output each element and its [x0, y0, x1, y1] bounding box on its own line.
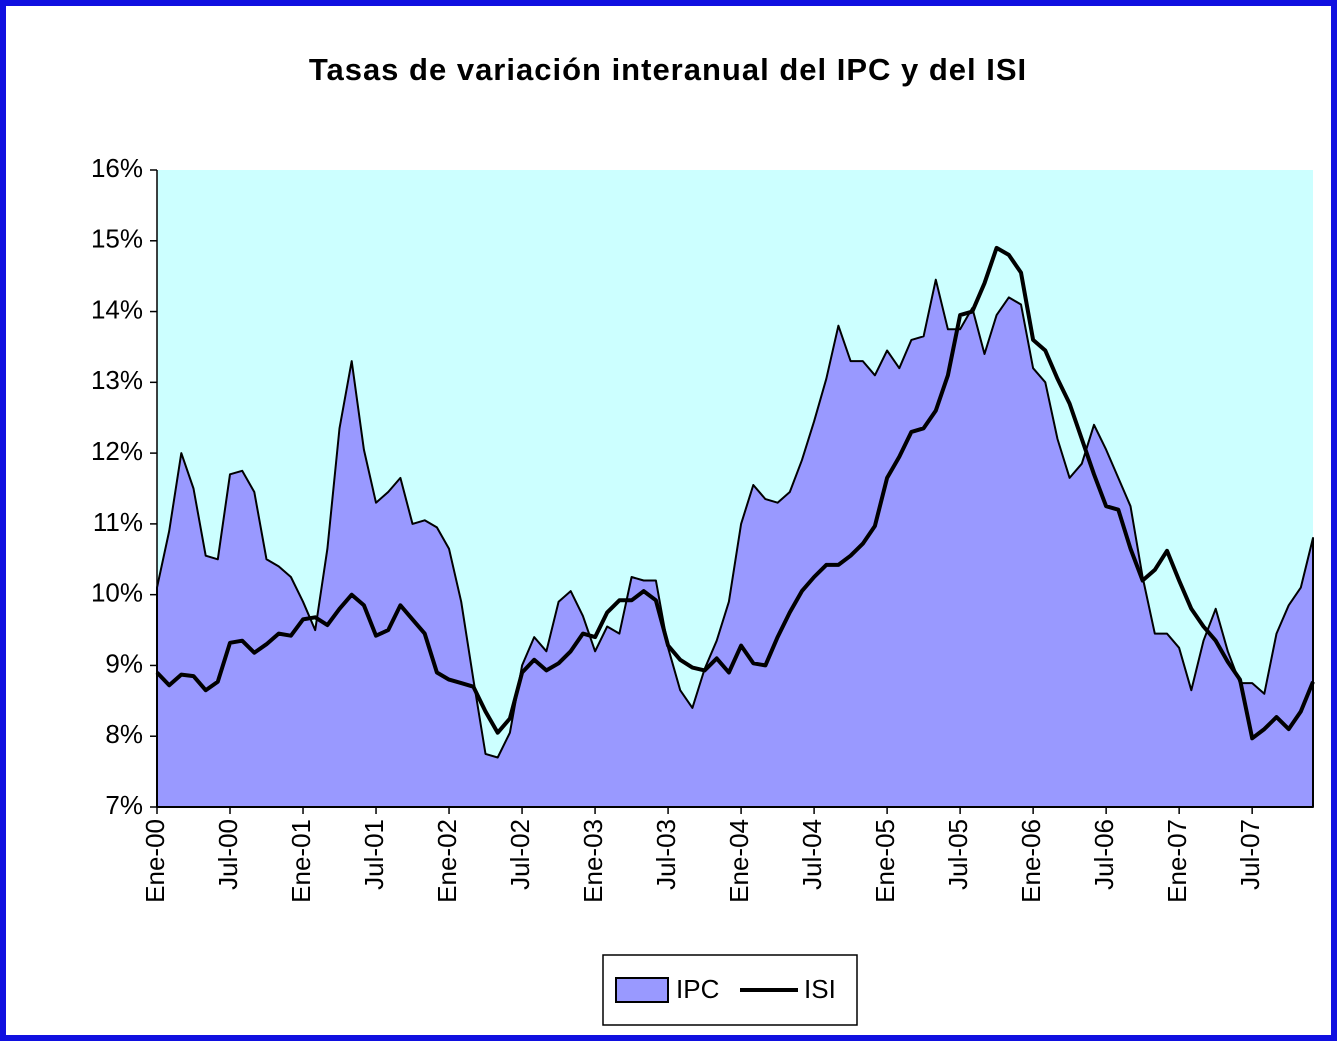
y-tick-label: 7%	[105, 790, 143, 820]
legend-label: ISI	[804, 974, 836, 1004]
y-tick-label: 14%	[91, 294, 143, 324]
y-tick-label: 13%	[91, 365, 143, 395]
x-tick-label: Ene-03	[578, 819, 608, 903]
isi-line	[155, 245, 1315, 741]
y-tick-label: 15%	[91, 224, 143, 254]
y-tick-label: 16%	[91, 153, 143, 183]
x-tick-label: Ene-06	[1016, 819, 1046, 903]
x-tick-label: Jul-03	[651, 819, 681, 890]
y-tick-label: 12%	[91, 436, 143, 466]
x-tick-label: Ene-05	[870, 819, 900, 903]
x-tick-label: Jul-02	[505, 819, 535, 890]
y-tick-label: 8%	[105, 719, 143, 749]
x-tick-label: Ene-00	[140, 819, 170, 903]
legend-label: IPC	[676, 974, 719, 1004]
x-tick-label: Ene-01	[286, 819, 316, 903]
y-tick-label: 9%	[105, 648, 143, 678]
chart-title: Tasas de variación interanual del IPC y …	[309, 52, 1027, 87]
x-tick-label: Ene-04	[724, 819, 754, 903]
x-tick-label: Ene-07	[1162, 819, 1192, 903]
x-tick-label: Jul-04	[797, 819, 827, 890]
legend-swatch	[615, 977, 669, 1003]
x-tick-label: Jul-00	[213, 819, 243, 890]
y-tick-label: 10%	[91, 578, 143, 608]
x-tick-label: Jul-01	[359, 819, 389, 890]
ipc-area	[156, 278, 1314, 808]
x-tick-label: Jul-05	[943, 819, 973, 890]
y-tick-label: 11%	[93, 507, 143, 537]
x-tick-label: Ene-02	[432, 819, 462, 903]
x-tick-label: Jul-06	[1089, 819, 1119, 890]
x-tick-label: Jul-07	[1235, 819, 1265, 890]
